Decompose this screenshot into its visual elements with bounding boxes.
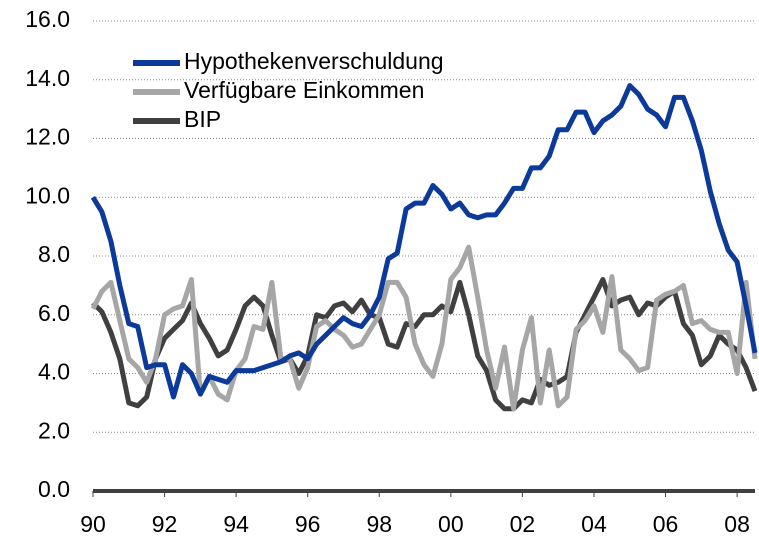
legend-label: BIP bbox=[184, 106, 221, 132]
series-line bbox=[90, 244, 758, 412]
y-tick-label: 4.0 bbox=[38, 359, 70, 385]
x-tick-label: 98 bbox=[366, 511, 392, 537]
legend-label: Verfügbare Einkommen bbox=[184, 77, 424, 103]
x-tick-label: 92 bbox=[152, 511, 178, 537]
legend-label: Hypothekenverschuldung bbox=[184, 48, 444, 74]
y-tick-label: 16.0 bbox=[25, 6, 70, 32]
y-tick-label: 12.0 bbox=[25, 124, 70, 150]
y-tick-label: 2.0 bbox=[38, 417, 70, 443]
y-tick-label: 8.0 bbox=[38, 241, 70, 267]
x-tick-label: 94 bbox=[223, 511, 249, 537]
x-tick-label: 90 bbox=[80, 511, 106, 537]
x-tick-label: 06 bbox=[653, 511, 679, 537]
series-line bbox=[90, 83, 758, 400]
y-tick-label: 6.0 bbox=[38, 300, 70, 326]
x-tick-label: 04 bbox=[581, 511, 607, 537]
y-tick-label: 0.0 bbox=[38, 476, 70, 502]
y-tick-label: 10.0 bbox=[25, 182, 70, 208]
series-line bbox=[91, 277, 758, 412]
y-tick-label: 14.0 bbox=[25, 65, 70, 91]
x-tick-label: 96 bbox=[295, 511, 321, 537]
x-tick-label: 00 bbox=[438, 511, 464, 537]
x-tick-label: 02 bbox=[510, 511, 536, 537]
x-tick-label: 08 bbox=[724, 511, 750, 537]
